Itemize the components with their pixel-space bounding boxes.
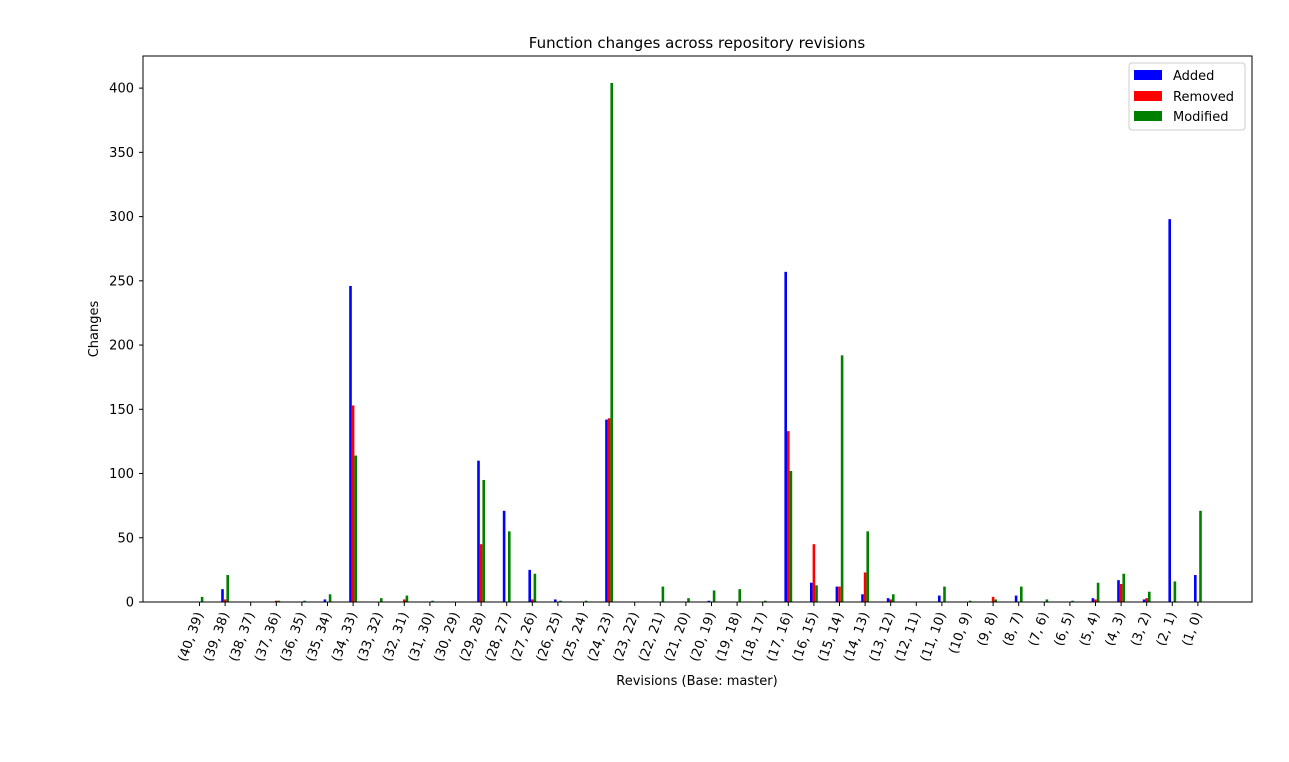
bar-removed — [889, 599, 892, 602]
legend-label-modified: Modified — [1173, 110, 1228, 125]
bar-removed — [787, 431, 790, 602]
x-axis-label: Revisions (Base: master) — [616, 674, 777, 689]
legend-swatch-added — [1134, 70, 1162, 80]
bars-group — [200, 82, 1202, 603]
bar-modified — [815, 585, 818, 602]
bar-modified — [892, 594, 895, 602]
bar-modified — [712, 590, 716, 602]
bar-added — [886, 598, 890, 602]
bar-modified — [559, 600, 562, 602]
bar-modified — [1045, 599, 1049, 602]
bar-removed — [351, 405, 355, 602]
bar-added — [1091, 598, 1095, 602]
bar-modified — [610, 82, 613, 603]
bar-modified — [968, 600, 972, 602]
bar-modified — [1199, 510, 1202, 602]
bar-removed — [607, 418, 611, 602]
bar-added — [810, 582, 813, 602]
bar-added — [349, 285, 352, 602]
bar-added — [528, 569, 531, 602]
bar-added — [221, 589, 224, 602]
y-tick-label: 50 — [117, 531, 134, 546]
bar-removed — [223, 599, 227, 602]
bar-modified — [328, 594, 332, 602]
legend-swatch-modified — [1134, 111, 1162, 121]
bar-removed — [1094, 599, 1097, 602]
legend: Added Removed Modified — [1128, 62, 1246, 131]
bar-modified — [687, 598, 690, 602]
bar-added — [605, 419, 608, 602]
bar-modified — [277, 600, 281, 602]
bar-modified — [789, 470, 793, 602]
bar-added — [1014, 595, 1018, 602]
bar-modified — [482, 479, 485, 602]
bar-modified — [533, 573, 537, 602]
bar-added — [835, 586, 839, 602]
bar-modified — [200, 596, 204, 602]
bar-removed — [1145, 598, 1148, 602]
bar-modified — [994, 599, 997, 602]
bar-modified — [661, 586, 665, 602]
bar-modified — [508, 531, 511, 602]
bar-added — [477, 460, 480, 602]
y-tick-label: 0 — [126, 596, 134, 611]
y-tick-label: 200 — [109, 339, 134, 354]
legend-label-added: Added — [1173, 69, 1214, 84]
bar-added — [1194, 575, 1197, 602]
plot-area-frame — [142, 55, 1253, 603]
legend-swatch-removed — [1134, 91, 1162, 101]
bar-removed — [838, 586, 841, 602]
y-tick-label: 350 — [109, 146, 134, 161]
bar-added — [1168, 219, 1171, 602]
bar-modified — [764, 600, 767, 602]
bar-removed — [531, 599, 534, 602]
bar-added — [707, 600, 711, 602]
bar-modified — [354, 455, 357, 602]
bar-modified — [405, 595, 409, 602]
bar-added — [502, 510, 506, 602]
bar-added — [323, 599, 327, 602]
bar-modified — [431, 600, 434, 602]
bar-modified — [584, 600, 588, 602]
bar-modified — [840, 355, 844, 602]
bar-modified — [738, 589, 741, 602]
bar-removed — [403, 599, 406, 602]
bar-modified — [1096, 582, 1100, 602]
bar-added — [861, 594, 864, 602]
bar-modified — [380, 598, 383, 602]
bar-added — [554, 599, 557, 602]
bar-modified — [1020, 586, 1023, 602]
bar-removed — [479, 544, 483, 602]
bar-removed — [275, 600, 278, 602]
y-tick-label: 100 — [109, 467, 134, 482]
bar-removed — [863, 572, 867, 602]
bar-added — [1142, 599, 1146, 602]
bar-added — [1117, 580, 1120, 602]
bar-removed — [991, 596, 995, 602]
bar-modified — [226, 575, 229, 602]
bar-modified — [1173, 581, 1177, 602]
bar-added — [784, 271, 787, 602]
bar-removed — [1119, 584, 1123, 602]
chart-title: Function changes across repository revis… — [529, 34, 866, 52]
y-axis-label: Changes — [87, 301, 102, 358]
bar-modified — [1071, 600, 1074, 602]
bar-modified — [1122, 573, 1125, 602]
y-tick-label: 400 — [109, 82, 134, 97]
bar-added — [938, 595, 941, 602]
bar-modified — [943, 586, 946, 602]
y-tick-label: 150 — [109, 403, 134, 418]
y-axis: 0 50 100 150 200 250 300 350 400 — [109, 82, 143, 611]
legend-label-removed: Removed — [1173, 90, 1234, 105]
y-tick-label: 250 — [109, 274, 134, 289]
bar-modified — [1148, 591, 1151, 602]
y-tick-label: 300 — [109, 210, 134, 225]
bar-modified — [303, 600, 306, 602]
bar-modified — [866, 531, 869, 602]
bar-removed — [812, 544, 816, 602]
